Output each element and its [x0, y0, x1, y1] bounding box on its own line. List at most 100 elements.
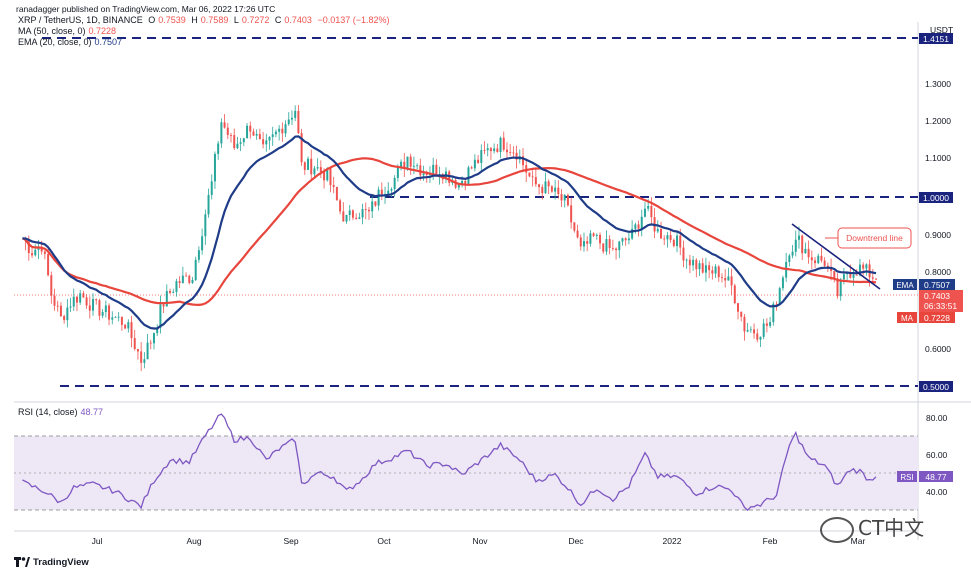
candle-body	[756, 333, 759, 340]
candle-body	[319, 167, 322, 172]
candle-body	[525, 165, 528, 173]
candle-body	[582, 241, 585, 247]
candle-body	[268, 136, 271, 141]
candle-body	[801, 235, 804, 254]
candlestick-series[interactable]	[24, 104, 877, 372]
candle-body	[361, 209, 364, 218]
downtrend-label: Downtrend line	[846, 233, 903, 243]
time-tick: Dec	[568, 536, 584, 546]
downtrend-line[interactable]	[791, 223, 881, 290]
candle-body	[560, 194, 563, 201]
candle-body	[817, 255, 820, 264]
candle-body	[281, 128, 284, 134]
candle-body	[499, 137, 502, 153]
candle-body	[300, 133, 303, 163]
candle-body	[69, 306, 72, 308]
candle-body	[810, 257, 813, 261]
candle-body	[326, 168, 329, 181]
candle-body	[323, 171, 326, 181]
candle-body	[419, 165, 422, 176]
ema-tag: EMA 0.7507	[893, 279, 955, 290]
candle-body	[765, 323, 768, 326]
candle-body	[143, 359, 146, 363]
candle-body	[762, 323, 765, 337]
candle-body	[631, 228, 634, 239]
candle-body	[339, 200, 342, 212]
candle-body	[586, 241, 589, 244]
candle-body	[650, 205, 653, 218]
candle-body	[149, 342, 152, 344]
symbol-legend[interactable]: XRP / TetherUS, 1D, BINANCE O 0.7539 H 0.7…	[18, 15, 393, 26]
candle-body	[814, 260, 817, 264]
ema20-line[interactable]	[22, 135, 877, 330]
candle-body	[528, 172, 531, 177]
candle-body	[615, 248, 618, 251]
candle-body	[412, 165, 415, 167]
currency-label: USDT	[930, 25, 953, 35]
candle-body	[647, 205, 650, 209]
ema-legend-label: EMA (20, close, 0)	[18, 37, 92, 47]
price-tick: 1.2000	[925, 116, 951, 126]
candle-body	[541, 187, 544, 194]
candle-body	[380, 189, 383, 195]
candle-body	[737, 303, 740, 312]
rsi-legend-value: 48.77	[80, 407, 104, 417]
candle-body	[226, 127, 229, 135]
candle-body	[871, 277, 874, 279]
rsi-legend[interactable]: RSI (14, close) 48.77	[18, 407, 106, 418]
candle-body	[663, 238, 666, 240]
ema-tag-label: EMA	[896, 281, 914, 290]
ema-legend[interactable]: EMA (20, close, 0) 0.7507	[18, 37, 125, 48]
candle-body	[239, 142, 242, 144]
candle-body	[493, 148, 496, 152]
candle-body	[178, 281, 181, 283]
candle-body	[422, 173, 425, 176]
candle-body	[377, 189, 380, 206]
tradingview-logo-icon	[14, 557, 30, 568]
rsi-line[interactable]	[22, 413, 877, 512]
candle-body	[425, 173, 428, 175]
candle-body	[544, 181, 547, 194]
candle-body	[473, 159, 476, 169]
candle-body	[660, 228, 662, 239]
candle-body	[140, 351, 143, 363]
candle-body	[364, 209, 367, 210]
high-value: 0.7589	[200, 15, 229, 25]
candle-body	[624, 238, 627, 241]
candle-body	[294, 110, 297, 118]
candle-body	[688, 259, 691, 266]
time-tick: Feb	[763, 536, 778, 546]
candle-body	[185, 275, 188, 277]
rsi-tick: 40.00	[926, 487, 948, 497]
candle-body	[72, 296, 75, 307]
candle-body	[512, 152, 515, 154]
downtrend-callout[interactable]: Downtrend line	[825, 227, 912, 249]
candle-body	[579, 237, 582, 247]
low-label: L	[233, 15, 239, 25]
publish-line: ranadagger published on TradingView.com,…	[16, 4, 276, 14]
candle-body	[416, 165, 419, 167]
ma-legend[interactable]: MA (50, close, 0) 0.7228	[18, 26, 119, 37]
open-value: 0.7539	[158, 15, 186, 25]
candle-body	[467, 167, 470, 184]
candle-body	[570, 205, 573, 223]
candle-body	[781, 277, 784, 289]
candle-body	[111, 317, 114, 320]
candle-body	[772, 303, 775, 323]
ma50-line[interactable]	[21, 157, 877, 307]
candle-body	[258, 134, 261, 140]
candle-body	[740, 311, 743, 317]
open-label: O	[148, 15, 156, 25]
candle-body	[720, 277, 723, 279]
candle-body	[159, 304, 162, 328]
candle-body	[358, 217, 361, 219]
candle-body	[608, 239, 611, 249]
candle-body	[332, 185, 335, 187]
candle-body	[682, 247, 685, 261]
candle-body	[63, 316, 66, 321]
price-tick: 1.3000	[925, 79, 951, 89]
candle-body	[807, 248, 810, 258]
rsi-tag-label: RSI	[900, 473, 913, 482]
time-tick: Oct	[377, 536, 391, 546]
